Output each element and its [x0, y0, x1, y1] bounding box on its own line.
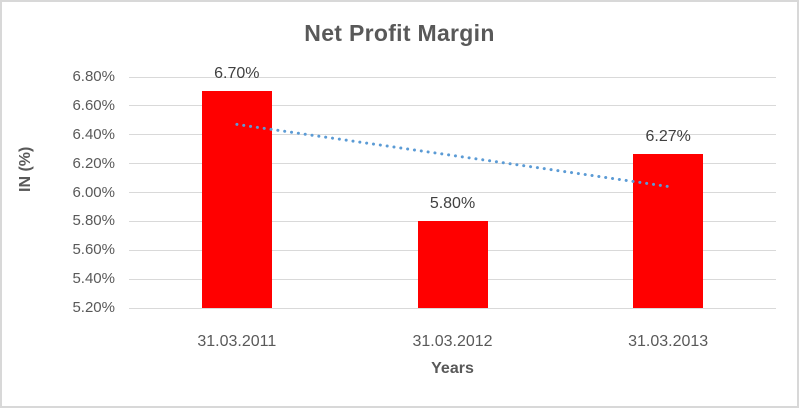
bar-data-label: 5.80% — [429, 195, 476, 213]
gridline — [129, 76, 776, 78]
y-tick-label: 5.80% — [72, 212, 115, 230]
y-tick-label: 6.80% — [72, 68, 115, 85]
y-tick-label: 5.20% — [72, 299, 115, 316]
plot-area: 6.70% 5.80% 6.27% — [129, 65, 776, 309]
y-tick-label: 6.40% — [72, 125, 115, 143]
y-tick-label: 6.20% — [72, 154, 115, 172]
y-tick-label: 5.60% — [72, 241, 115, 259]
trendline-layer — [235, 122, 670, 188]
y-axis-tick-labels: 6.80% 6.60% 6.40% 6.20% 6.00% 5.80% 5.60% 5.40%… — [2, 2, 115, 406]
gridline — [129, 163, 776, 165]
bar-data-label: 6.27% — [645, 127, 691, 145]
y-tick-label: 5.40% — [72, 270, 115, 288]
linear-trendline — [235, 122, 670, 188]
chart-title: Net Profit Margin — [304, 20, 495, 46]
gridline — [129, 307, 776, 309]
x-category-label: 31.03.2012 — [412, 333, 493, 350]
x-axis-title: Years — [431, 360, 474, 377]
bar-data-label: 6.70% — [214, 65, 260, 83]
y-tick-label: 6.60% — [72, 96, 115, 114]
bar-31.03.2012 — [417, 221, 488, 308]
bar-31.03.2013 — [633, 153, 704, 308]
gridline — [129, 105, 776, 107]
x-category-label: 31.03.2013 — [628, 333, 709, 350]
gridline — [129, 134, 776, 136]
y-tick-label: 6.00% — [72, 183, 115, 201]
bar-31.03.2011 — [201, 91, 272, 308]
x-category-label: 31.03.2011 — [197, 333, 277, 350]
gridline — [129, 192, 776, 193]
